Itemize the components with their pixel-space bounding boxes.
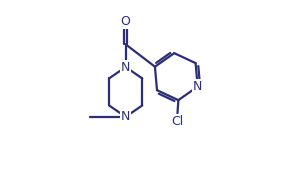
Text: O: O <box>121 15 130 28</box>
Text: N: N <box>193 80 202 93</box>
Text: Cl: Cl <box>171 115 184 128</box>
Text: N: N <box>121 110 130 123</box>
Text: N: N <box>121 61 130 74</box>
